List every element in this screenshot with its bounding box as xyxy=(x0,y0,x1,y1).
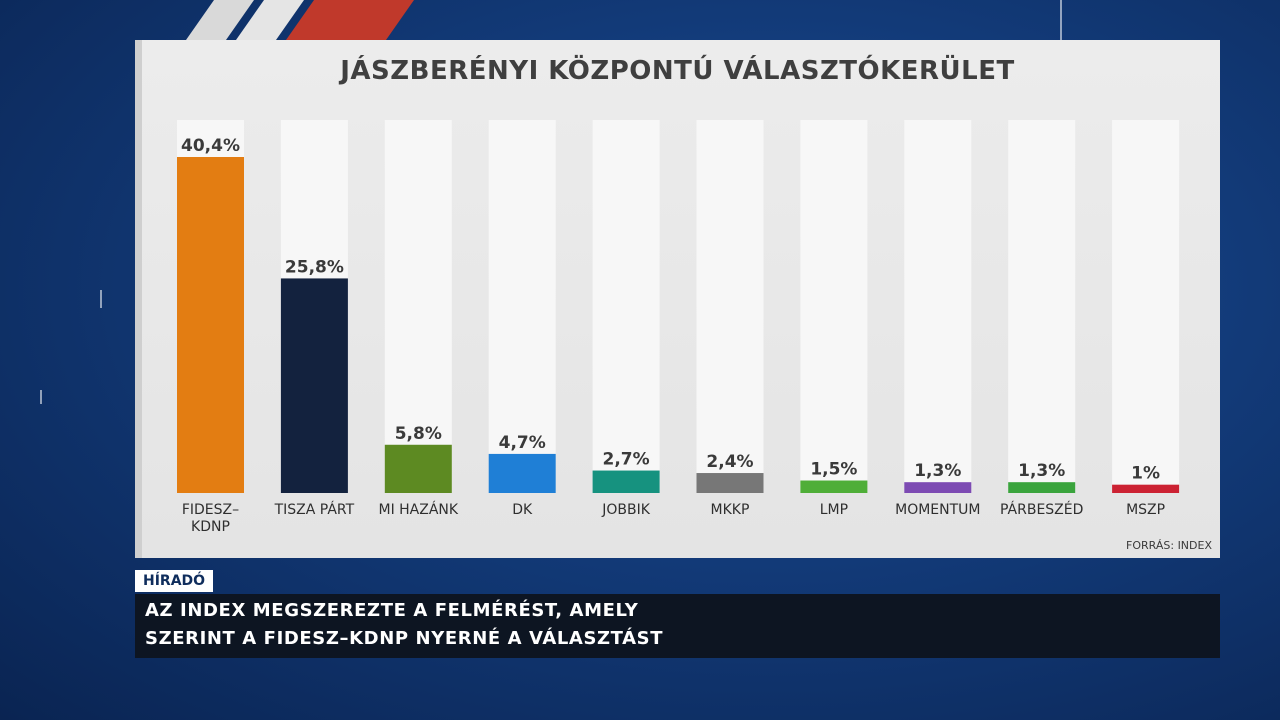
background-streak xyxy=(100,290,102,308)
bar-mi-haz-nk xyxy=(384,444,452,493)
category-label: DK xyxy=(512,502,533,518)
category-label: KDNP xyxy=(191,519,230,535)
bar-momentum xyxy=(904,482,972,493)
panel-edge xyxy=(135,40,142,558)
background-streak xyxy=(40,390,42,404)
value-label: 25,8% xyxy=(285,257,344,277)
ticker-line-2: SZERINT A FIDESZ–KDNP NYERNÉ A VÁLASZTÁS… xyxy=(145,628,664,649)
background-streak xyxy=(1060,0,1062,40)
bar-track xyxy=(384,120,452,493)
category-label: MOMENTUM xyxy=(895,502,980,518)
bar-tisza-p-rt xyxy=(280,278,348,493)
bar-track xyxy=(592,120,660,493)
value-label: 1,5% xyxy=(810,460,857,480)
value-label: 4,7% xyxy=(499,433,546,453)
bar-jobbik xyxy=(592,470,660,493)
category-label: JOBBIK xyxy=(601,502,650,518)
bar-p-rbesz-d xyxy=(1008,482,1076,493)
bar-track xyxy=(1008,120,1076,493)
chart-title: JÁSZBERÉNYI KÖZPONTÚ VÁLASZTÓKERÜLET xyxy=(340,56,1015,86)
bar-dk xyxy=(488,453,556,493)
category-label: MSZP xyxy=(1126,502,1165,518)
bar-lmp xyxy=(800,480,868,493)
category-label: PÁRBESZÉD xyxy=(1000,501,1083,518)
value-label: 1% xyxy=(1131,464,1160,484)
source-label: FORRÁS: INDEX xyxy=(1126,539,1212,552)
value-label: 2,4% xyxy=(706,452,753,472)
bar-track xyxy=(488,120,556,493)
ticker-line-1: AZ INDEX MEGSZEREZTE A FELMÉRÉST, AMELY xyxy=(145,600,639,621)
bar-track xyxy=(696,120,764,493)
category-label: LMP xyxy=(820,502,848,518)
bar-mkkp xyxy=(696,473,764,493)
chart-panel: JÁSZBERÉNYI KÖZPONTÚ VÁLASZTÓKERÜLET 40,… xyxy=(135,40,1220,558)
bar-fidesz-kdnp xyxy=(177,157,244,493)
category-label: MKKP xyxy=(711,502,750,518)
value-label: 5,8% xyxy=(395,424,442,444)
program-tag: HÍRADÓ xyxy=(135,570,214,592)
background-stripe xyxy=(285,0,415,40)
bar-track xyxy=(904,120,972,493)
category-label: FIDESZ– xyxy=(182,502,239,518)
bar-mszp xyxy=(1112,484,1180,493)
bar-track xyxy=(800,120,868,493)
category-label: TISZA PÁRT xyxy=(274,501,355,518)
bar-chart: 40,4% FIDESZ–KDNP 25,8% TISZA PÁRT 5,8% MI HA… xyxy=(177,120,1180,535)
news-ticker: AZ INDEX MEGSZEREZTE A FELMÉRÉST, AMELY … xyxy=(135,594,1220,658)
value-label: 1,3% xyxy=(1018,461,1065,481)
value-label: 1,3% xyxy=(914,461,961,481)
value-label: 40,4% xyxy=(181,136,240,156)
category-label: MI HAZÁNK xyxy=(379,501,459,518)
value-label: 2,7% xyxy=(603,450,650,470)
bar-track xyxy=(1112,120,1180,493)
